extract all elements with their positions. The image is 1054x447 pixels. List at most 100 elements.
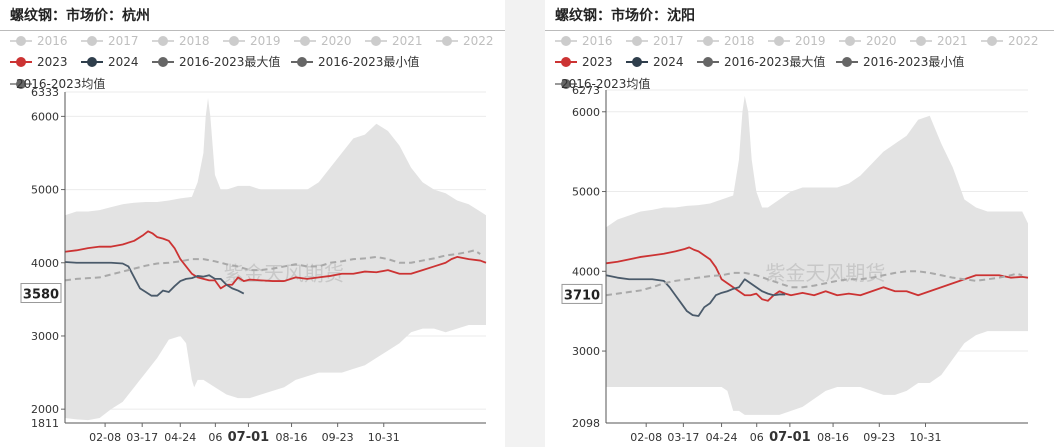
legend-label: 2023: [582, 55, 613, 69]
legend-item-2016-2023均值: 2016-2023均值: [555, 76, 650, 91]
ytick-label: 5000: [572, 186, 600, 199]
xtick-label: 07-01: [228, 430, 270, 445]
legend-item-2020: 2020: [839, 34, 897, 48]
legend-marker: [632, 57, 642, 67]
legend-label: 2019: [250, 34, 281, 48]
ytick-label: 4000: [572, 265, 600, 278]
legend-marker: [16, 57, 26, 67]
legend-label: 2022: [463, 34, 494, 48]
xtick-label: 02-08: [630, 431, 662, 444]
legend-item-2017: 2017: [81, 34, 139, 48]
legend-marker: [87, 57, 97, 67]
legend-label: 2019: [795, 34, 826, 48]
legend-label: 2021: [392, 34, 423, 48]
ytick-label: 6000: [31, 110, 59, 123]
ymin-label: 2098: [572, 417, 600, 430]
series-line-2024: [605, 274, 786, 317]
legend-marker: [845, 36, 855, 46]
legend-marker: [561, 79, 571, 89]
ytick-label: 3000: [572, 345, 600, 358]
chart-panel-hangzhou: 螺纹钢：市场价：杭州 2016 2017 2018 2019 2020 2021 2022 2…: [0, 0, 505, 447]
ytick-label: 6000: [572, 106, 600, 119]
watermark: 紫金天风期货: [765, 261, 885, 285]
xtick-label: 07-01: [769, 430, 811, 445]
legend-marker: [703, 36, 713, 46]
legend-label: 2016-2023最小值: [318, 54, 419, 69]
legend-marker: [842, 57, 852, 67]
legend-item-2024: 2024: [81, 55, 139, 69]
ymin-label: 1811: [31, 417, 59, 430]
series-line-2023: [64, 230, 487, 290]
legend-marker: [703, 57, 713, 67]
legend-label: 2017: [653, 34, 684, 48]
legend-label: 2016-2023最大值: [724, 54, 825, 69]
legend-marker: [632, 36, 642, 46]
legend-item-2016-2023均值: 2016-2023均值: [10, 76, 105, 91]
ytick-label: 5000: [31, 184, 59, 197]
legend-item-2023: 2023: [10, 55, 68, 69]
legend-marker: [561, 57, 571, 67]
legend-marker: [229, 36, 239, 46]
legend-item-2021: 2021: [365, 34, 423, 48]
xtick-label: 10-31: [910, 431, 942, 444]
pointer-value-box: [561, 283, 603, 304]
legend-label: 2016-2023最大值: [179, 54, 280, 69]
xtick-label: 10-31: [368, 431, 400, 444]
xtick-label: 08-16: [276, 431, 308, 444]
xtick-label: 06: [208, 431, 222, 444]
legend-label: 2016: [37, 34, 68, 48]
legend-label: 2022: [1008, 34, 1039, 48]
watermark: 紫金天风期货: [224, 262, 344, 286]
legend-marker: [442, 36, 452, 46]
xtick-label: 04-24: [706, 431, 738, 444]
xtick-label: 03-17: [667, 431, 699, 444]
xtick-label: 03-17: [126, 431, 158, 444]
series-line-2024: [64, 261, 245, 297]
legend-item-2018: 2018: [152, 34, 210, 48]
legend-item-2016-2023最大值: 2016-2023最大值: [697, 54, 825, 69]
ymax-label: 6273: [572, 84, 600, 97]
xtick-label: 09-23: [863, 431, 895, 444]
legend-marker: [300, 36, 310, 46]
legend-marker: [371, 36, 381, 46]
legend-marker: [916, 36, 926, 46]
legend-item-2023: 2023: [555, 55, 613, 69]
xtick-label: 08-16: [817, 431, 849, 444]
legend-marker: [561, 36, 571, 46]
legend-label: 2018: [179, 34, 210, 48]
legend-label: 2024: [108, 55, 139, 69]
legend-item-2022: 2022: [981, 34, 1039, 48]
legend-marker: [87, 36, 97, 46]
legend-label: 2021: [937, 34, 968, 48]
ymax-label: 6333: [31, 86, 59, 99]
ytick-label: 2000: [31, 403, 59, 416]
legend-item-2020: 2020: [294, 34, 352, 48]
legend-label: 2023: [37, 55, 68, 69]
legend-marker: [987, 36, 997, 46]
legend-label: 2017: [108, 34, 139, 48]
xtick-label: 02-08: [89, 431, 121, 444]
legend-item-2016-2023最大值: 2016-2023最大值: [152, 54, 280, 69]
series-line-2023: [605, 246, 1029, 302]
chart-panel-shenyang: 螺纹钢：市场价：沈阳 2016 2017 2018 2019 2020 2021 2022 2…: [545, 0, 1054, 447]
legend-label: 2016-2023均值: [561, 76, 650, 91]
legend-marker: [297, 57, 307, 67]
legend-label: 2016-2023最小值: [863, 54, 964, 69]
legend-marker: [16, 79, 26, 89]
xtick-label: 04-24: [164, 431, 196, 444]
pointer-value-box: [20, 283, 62, 304]
legend-label: 2016: [582, 34, 613, 48]
pointer-value: 3710: [564, 288, 600, 303]
legend-item-2019: 2019: [768, 34, 826, 48]
legend-item-2016: 2016: [10, 34, 68, 48]
chart-title: 螺纹钢：市场价：沈阳: [555, 8, 695, 24]
legend-marker: [774, 36, 784, 46]
max-min-band: [606, 95, 1028, 415]
legend-item-2018: 2018: [697, 34, 755, 48]
legend-label: 2020: [866, 34, 897, 48]
max-min-band: [65, 98, 486, 421]
series-line-2016-2023均值: [605, 270, 1023, 297]
legend-label: 2016-2023均值: [16, 76, 105, 91]
legend-label: 2020: [321, 34, 352, 48]
